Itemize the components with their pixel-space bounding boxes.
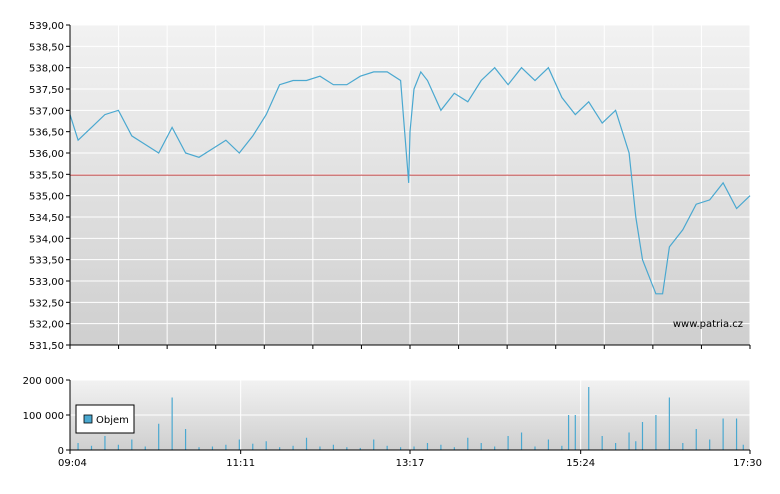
- price-y-tick-label: 531,50: [29, 341, 64, 352]
- price-grid: [69, 24, 751, 346]
- volume-y-tick-label: 0: [58, 446, 64, 457]
- price-y-tick-label: 534,50: [29, 213, 64, 224]
- volume-x-tick-label: 11:11: [226, 458, 255, 469]
- price-y-tick-label: 537,50: [29, 85, 64, 96]
- price-y-tick-label: 537,00: [29, 106, 64, 117]
- price-y-tick-label: 536,00: [29, 149, 64, 160]
- volume-y-axis: 200 000 100 000 0: [23, 376, 70, 457]
- volume-y-tick-label: 100 000: [23, 411, 64, 422]
- price-y-tick-label: 532,50: [29, 298, 64, 309]
- volume-x-tick-label: 13:17: [396, 458, 425, 469]
- price-y-tick-label: 538,50: [29, 42, 64, 53]
- price-y-tick-label: 536,50: [29, 128, 64, 139]
- watermark: www.patria.cz: [673, 319, 743, 330]
- price-y-tick-label: 534,00: [29, 234, 64, 245]
- price-y-axis: 539,00 538,50 538,00 537,50 537,00 536,50 536,…: [29, 21, 70, 352]
- volume-y-tick-label: 200 000: [23, 376, 64, 387]
- legend: Objem: [75, 404, 135, 434]
- price-x-tick-marks: [69, 345, 751, 349]
- legend-label: Objem: [96, 415, 129, 426]
- volume-x-axis: 09:04 11:11 13:17 15:24 17:30: [58, 450, 762, 469]
- legend-swatch: [83, 414, 93, 424]
- price-y-tick-label: 532,00: [29, 320, 64, 331]
- price-y-tick-label: 533,00: [29, 277, 64, 288]
- price-y-tick-label: 538,00: [29, 64, 64, 75]
- volume-x-tick-label: 15:24: [566, 458, 595, 469]
- price-y-tick-label: 535,50: [29, 170, 64, 181]
- volume-x-tick-label: 09:04: [58, 458, 87, 469]
- volume-panel: 200 000 100 000 0 09:04 11:11 13:17 15:24 17:3…: [23, 376, 762, 469]
- price-y-tick-label: 535,00: [29, 192, 64, 203]
- volume-x-tick-label: 17:30: [733, 458, 762, 469]
- price-y-tick-label: 533,50: [29, 256, 64, 267]
- volume-bars: [77, 387, 744, 450]
- price-series-line: [69, 66, 751, 295]
- price-y-tick-label: 539,00: [29, 21, 64, 32]
- price-panel: 539,00 538,50 538,00 537,50 537,00 536,50 536,…: [29, 21, 751, 352]
